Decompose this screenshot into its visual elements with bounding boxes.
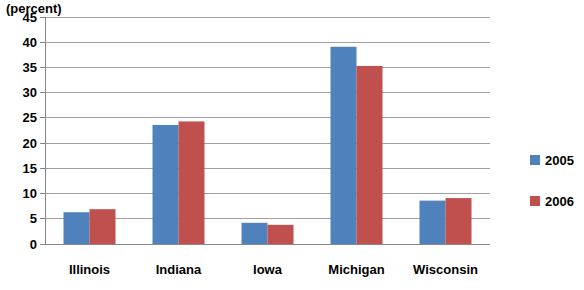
bar [153, 125, 179, 244]
y-tick-label: 5 [30, 211, 37, 226]
chart: 051015202530354045(percent)IllinoisIndia… [0, 0, 584, 290]
y-tick-label: 40 [23, 35, 37, 50]
grid-line [45, 17, 490, 18]
bar [357, 66, 383, 244]
grid-line [45, 117, 490, 118]
bar [420, 201, 446, 244]
grid-line [45, 67, 490, 68]
y-tick-label: 0 [30, 237, 37, 252]
y-tick [40, 42, 45, 43]
y-tick [40, 67, 45, 68]
bars [64, 47, 472, 244]
y-tick [40, 244, 45, 245]
y-tick [40, 218, 45, 219]
grid-line [45, 92, 490, 93]
bar [179, 121, 205, 244]
grid-line [45, 42, 490, 43]
grid-line [45, 193, 490, 194]
bar [331, 47, 357, 244]
bar [268, 225, 294, 244]
y-tick [40, 143, 45, 144]
y-tick-label: 10 [23, 186, 37, 201]
legend-swatch [530, 196, 540, 206]
y-tick-label: 25 [23, 110, 37, 125]
y-tick [40, 117, 45, 118]
y-tick [40, 193, 45, 194]
x-tick-label: Michigan [328, 262, 384, 277]
bar [64, 212, 90, 244]
grid-line [45, 168, 490, 169]
y-tick-label: 35 [23, 60, 37, 75]
y-tick-label: 20 [23, 136, 37, 151]
y-axis-label: (percent) [6, 1, 62, 16]
y-tick [40, 92, 45, 93]
x-tick-label: Indiana [156, 262, 202, 277]
x-tick-label: Wisconsin [413, 262, 478, 277]
legend-swatch [530, 155, 540, 165]
x-tick-label: Iowa [253, 262, 283, 277]
bar [242, 223, 268, 244]
y-tick-label: 15 [23, 161, 37, 176]
grid-line [45, 143, 490, 144]
legend-label: 2005 [545, 153, 574, 168]
bar [446, 198, 472, 244]
y-tick [40, 17, 45, 18]
bar [90, 209, 116, 244]
y-axis [45, 17, 46, 244]
y-tick [40, 168, 45, 169]
x-tick-label: Illinois [69, 262, 110, 277]
legend-label: 2006 [545, 194, 574, 209]
y-tick-label: 30 [23, 85, 37, 100]
